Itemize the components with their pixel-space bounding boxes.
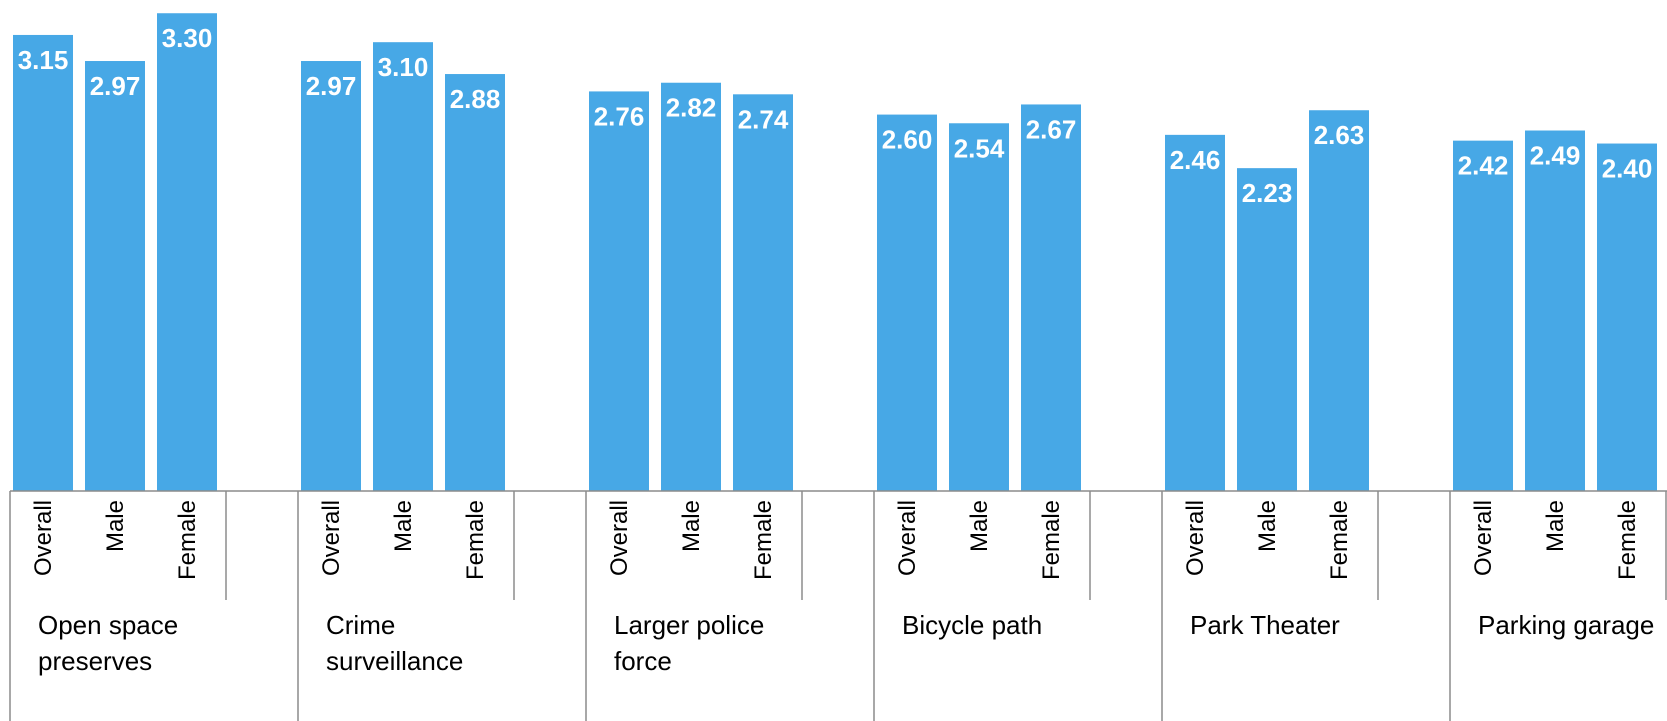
subcategory-tick-label: Overall (606, 500, 633, 576)
category-labels-layer: Open space preserves Crime surveillance Larg… (38, 610, 1654, 676)
bars-layer (13, 13, 1657, 492)
bar-female (1309, 110, 1369, 492)
bar-female (157, 13, 217, 492)
subcategory-tick-label: Male (1542, 500, 1569, 552)
bar-value-label: 3.30 (162, 23, 213, 53)
subcategory-tick-label: Male (102, 500, 129, 552)
subcategory-tick-label: Female (174, 500, 201, 580)
subcategory-tick-label: Female (1326, 500, 1353, 580)
bar-male (1237, 168, 1297, 492)
bar-overall (877, 114, 937, 491)
bar-overall (1453, 140, 1513, 491)
subcategory-tick-label: Overall (30, 500, 57, 576)
bar-male (661, 82, 721, 491)
subcategory-tick-label: Male (1254, 500, 1281, 552)
bar-female (1597, 143, 1657, 492)
bar-female (1021, 104, 1081, 492)
bar-value-label: 2.67 (1026, 114, 1077, 144)
bar-overall (301, 61, 361, 492)
category-tick-label: Larger police (614, 610, 764, 640)
bar-male (949, 123, 1009, 492)
bar-value-label: 2.97 (90, 71, 141, 101)
subcategory-tick-label: Overall (318, 500, 345, 576)
subcategory-tick-label: Overall (1182, 500, 1209, 576)
category-tick-label: force (614, 646, 672, 676)
bar-value-label: 2.46 (1170, 145, 1221, 175)
bar-female (733, 94, 793, 492)
bar-female (445, 74, 505, 492)
bar-value-label: 2.63 (1314, 120, 1365, 150)
bar-value-label: 2.76 (594, 101, 645, 131)
bar-value-label: 2.82 (666, 93, 717, 123)
subcategory-tick-label: Overall (1470, 500, 1497, 576)
bar-overall (13, 34, 73, 491)
subcategory-tick-label: Male (390, 500, 417, 552)
bar-value-label: 2.74 (738, 104, 789, 134)
subcategory-tick-label: Male (966, 500, 993, 552)
bar-overall (1165, 134, 1225, 491)
category-tick-label: Bicycle path (902, 610, 1042, 640)
category-tick-label: surveillance (326, 646, 463, 676)
subcategory-labels-layer: Overall Male Female Overall Male Female Overal… (30, 500, 1641, 580)
bar-value-label: 2.40 (1602, 154, 1653, 184)
category-tick-label: Crime (326, 610, 395, 640)
bar-value-label: 3.10 (378, 52, 429, 82)
subcategory-tick-label: Overall (894, 500, 921, 576)
subcategory-tick-label: Female (1614, 500, 1641, 580)
category-tick-label: Open space (38, 610, 178, 640)
bar-overall (589, 91, 649, 491)
bar-male (373, 42, 433, 491)
subcategory-tick-label: Female (750, 500, 777, 580)
subcategory-tick-label: Female (462, 500, 489, 580)
value-labels-layer: 3.15 2.97 3.30 2.97 3.10 2.88 2.76 2.82 2.74 2.60… (18, 23, 1653, 208)
bar-value-label: 2.60 (882, 125, 933, 155)
bar-value-label: 2.42 (1458, 151, 1509, 181)
subcategory-tick-label: Female (1038, 500, 1065, 580)
category-tick-label: Park Theater (1190, 610, 1340, 640)
bar-value-label: 2.49 (1530, 141, 1581, 171)
bar-male (85, 61, 145, 492)
category-tick-label: preserves (38, 646, 152, 676)
category-axis (9, 490, 1667, 721)
bar-value-label: 2.23 (1242, 178, 1293, 208)
category-tick-label: Parking garage (1478, 610, 1654, 640)
bar-male (1525, 130, 1585, 492)
bar-value-label: 2.88 (450, 84, 501, 114)
subcategory-tick-label: Male (678, 500, 705, 552)
bar-value-label: 3.15 (18, 45, 69, 75)
bar-value-label: 2.97 (306, 71, 357, 101)
bar-value-label: 2.54 (954, 133, 1005, 163)
